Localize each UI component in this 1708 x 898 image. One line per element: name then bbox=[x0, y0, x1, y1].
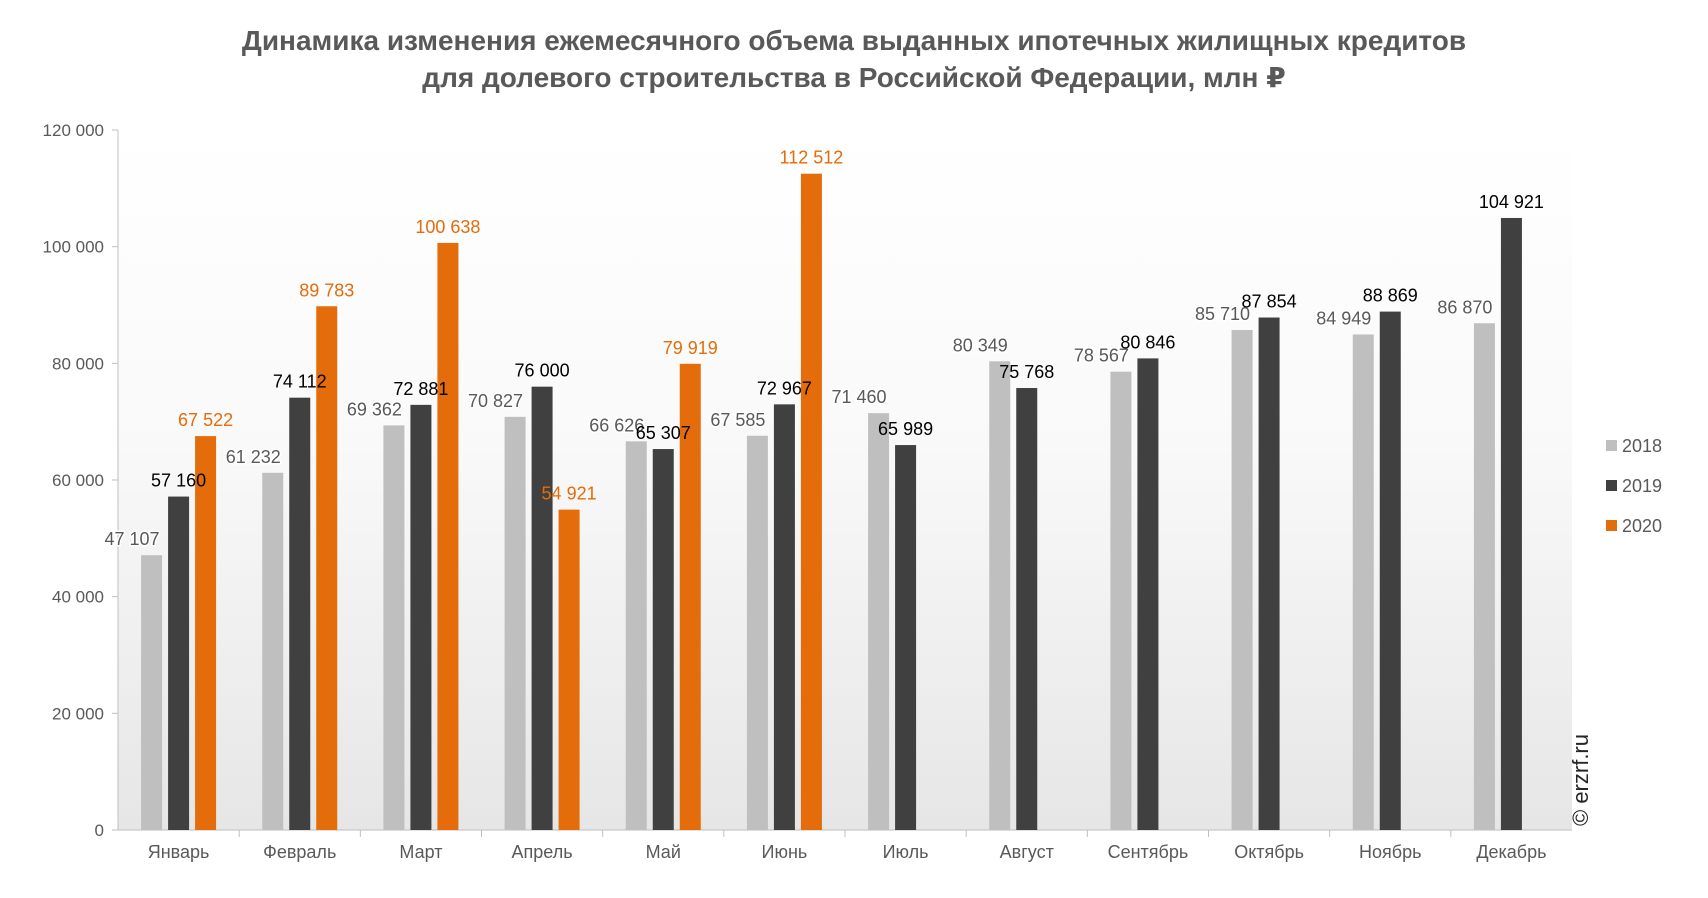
bar bbox=[1352, 334, 1374, 830]
bar bbox=[773, 404, 795, 830]
x-tick-label: Август bbox=[1000, 842, 1054, 862]
data-label: 78 567 bbox=[1074, 346, 1129, 366]
data-label: 67 585 bbox=[710, 410, 765, 430]
x-tick-label: Июль bbox=[883, 842, 929, 862]
data-label: 65 307 bbox=[636, 423, 691, 443]
bar bbox=[868, 413, 890, 830]
bar bbox=[558, 509, 580, 830]
y-tick-label: 40 000 bbox=[52, 588, 104, 607]
data-label: 72 967 bbox=[757, 378, 812, 398]
y-tick-label: 80 000 bbox=[52, 354, 104, 373]
bar bbox=[1137, 358, 1159, 830]
data-label: 74 112 bbox=[273, 372, 327, 392]
bar bbox=[316, 306, 338, 830]
bar bbox=[1231, 330, 1253, 830]
x-tick-label: Сентябрь bbox=[1108, 842, 1189, 862]
data-label: 70 827 bbox=[468, 391, 523, 411]
y-tick-label: 60 000 bbox=[52, 471, 104, 490]
data-label: 54 921 bbox=[542, 484, 597, 504]
chart-title-line-1: Динамика изменения ежемесячного объема в… bbox=[241, 25, 1467, 56]
legend-swatch bbox=[1606, 440, 1617, 451]
data-label: 47 107 bbox=[105, 529, 160, 549]
data-label: 57 160 bbox=[151, 471, 206, 491]
data-label: 75 768 bbox=[999, 362, 1054, 382]
bar bbox=[531, 386, 553, 830]
bar bbox=[1110, 371, 1132, 830]
data-label: 69 362 bbox=[347, 399, 402, 419]
y-tick-label: 100 000 bbox=[43, 238, 104, 257]
data-label: 71 460 bbox=[832, 387, 887, 407]
data-label: 104 921 bbox=[1479, 192, 1544, 212]
bar bbox=[1473, 323, 1495, 830]
bar bbox=[746, 435, 768, 830]
x-tick-label: Октябрь bbox=[1234, 842, 1304, 862]
x-tick-label: Декабрь bbox=[1476, 842, 1546, 862]
bar bbox=[989, 361, 1011, 830]
legend-swatch bbox=[1606, 520, 1617, 531]
bar bbox=[141, 555, 163, 830]
chart-title-line-2: для долевого строительства в Российской … bbox=[422, 62, 1286, 93]
bar bbox=[168, 496, 190, 830]
data-label: 85 710 bbox=[1195, 304, 1250, 324]
bar bbox=[1258, 317, 1280, 831]
bar bbox=[652, 449, 674, 830]
bar bbox=[1016, 388, 1038, 830]
data-label: 89 783 bbox=[299, 280, 354, 300]
chart-title: Динамика изменения ежемесячного объема в… bbox=[0, 22, 1708, 96]
bar bbox=[289, 397, 311, 830]
bar bbox=[895, 445, 917, 830]
legend-label: 2018 bbox=[1622, 436, 1662, 456]
x-tick-label: Июнь bbox=[762, 842, 808, 862]
data-label: 88 869 bbox=[1363, 286, 1418, 306]
data-label: 112 512 bbox=[780, 148, 844, 168]
bar bbox=[625, 441, 647, 830]
y-tick-label: 0 bbox=[95, 821, 104, 840]
bar bbox=[383, 425, 405, 830]
bar bbox=[679, 363, 701, 830]
bar bbox=[437, 242, 459, 830]
bar bbox=[195, 436, 217, 830]
x-tick-label: Март bbox=[399, 842, 442, 862]
y-tick-label: 20 000 bbox=[52, 704, 104, 723]
data-label: 79 919 bbox=[663, 338, 718, 358]
data-label: 80 349 bbox=[953, 335, 1008, 355]
data-label: 100 638 bbox=[415, 217, 480, 237]
data-label: 80 846 bbox=[1120, 332, 1175, 352]
bar bbox=[262, 472, 284, 830]
legend-label: 2020 bbox=[1622, 516, 1662, 536]
plot-area bbox=[118, 130, 1572, 830]
data-label: 76 000 bbox=[515, 361, 570, 381]
data-label: 86 870 bbox=[1437, 297, 1492, 317]
data-label: 84 949 bbox=[1316, 308, 1371, 328]
data-label: 67 522 bbox=[178, 410, 233, 430]
bar bbox=[504, 416, 526, 830]
copyright-watermark: © erzrf.ru bbox=[1568, 734, 1593, 826]
y-tick-label: 120 000 bbox=[43, 121, 104, 140]
x-tick-label: Ноябрь bbox=[1359, 842, 1421, 862]
bar bbox=[800, 173, 822, 830]
data-label: 61 232 bbox=[226, 447, 281, 467]
x-tick-label: Февраль bbox=[263, 842, 336, 862]
bar bbox=[1379, 311, 1401, 830]
bar bbox=[1500, 217, 1522, 831]
data-label: 65 989 bbox=[878, 419, 933, 439]
x-tick-label: Апрель bbox=[512, 842, 573, 862]
x-tick-label: Январь bbox=[148, 842, 210, 862]
data-label: 66 626 bbox=[589, 415, 644, 435]
legend-swatch bbox=[1606, 480, 1617, 491]
data-label: 87 854 bbox=[1242, 292, 1297, 312]
x-tick-label: Май bbox=[646, 842, 681, 862]
data-label: 72 881 bbox=[393, 379, 448, 399]
legend-label: 2019 bbox=[1622, 476, 1662, 496]
bar bbox=[410, 404, 432, 830]
